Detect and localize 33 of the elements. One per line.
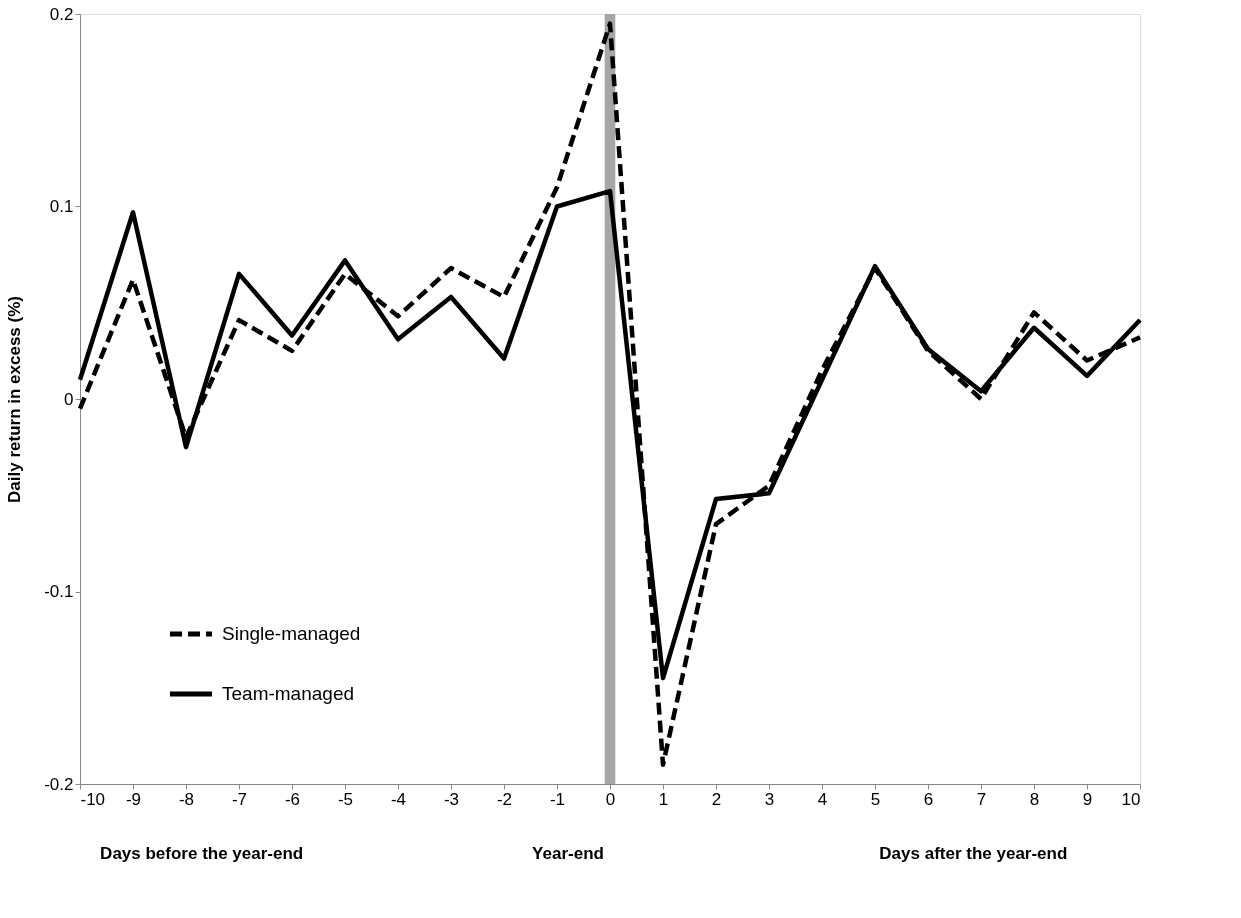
x-tick-label: 4 [817,789,828,809]
y-tick-label: 0 [64,389,74,409]
x-tick-label: 9 [1082,789,1093,809]
text: Year-end [532,844,604,863]
legend-label: Single-managed [222,623,361,644]
x-tick-label: -4 [390,789,407,809]
y-tick-label: -0.1 [44,582,74,601]
x-tick-label: 1 [658,789,669,809]
y-tick-label: -0.2 [44,774,74,794]
x-tick-label: 7 [976,789,987,809]
x-tick-label: 2 [711,789,722,809]
line-series [77,21,1143,767]
y-tick-label: 0.2 [49,4,74,24]
x-tick-label: -1 [549,789,566,809]
x-tick-label: 6 [923,789,934,809]
x-tick-label: -8 [178,789,195,809]
x-tick-label: 10 [1121,789,1141,809]
text: Days after the year-end [879,844,1068,863]
x-tick-label: 3 [764,789,775,809]
x-tick-label: -7 [231,789,248,809]
y-axis-title: Daily return in excess (%) [5,296,25,503]
x-tick-label: -2 [496,789,513,809]
x-tick-label: -9 [125,789,142,809]
x-tick-label: 0 [605,789,616,809]
x-tick-label: -6 [284,789,301,809]
x-tick-label: -10 [80,789,106,809]
text: Days before the year-end [100,844,304,863]
x-tick-label: 5 [870,789,881,809]
x-tick-label: -5 [337,789,354,809]
x-tick-label: -3 [443,789,460,809]
y-tick-label: 0.1 [49,197,74,216]
legend-label: Team-managed [222,683,355,704]
x-tick-label: 8 [1029,789,1040,809]
